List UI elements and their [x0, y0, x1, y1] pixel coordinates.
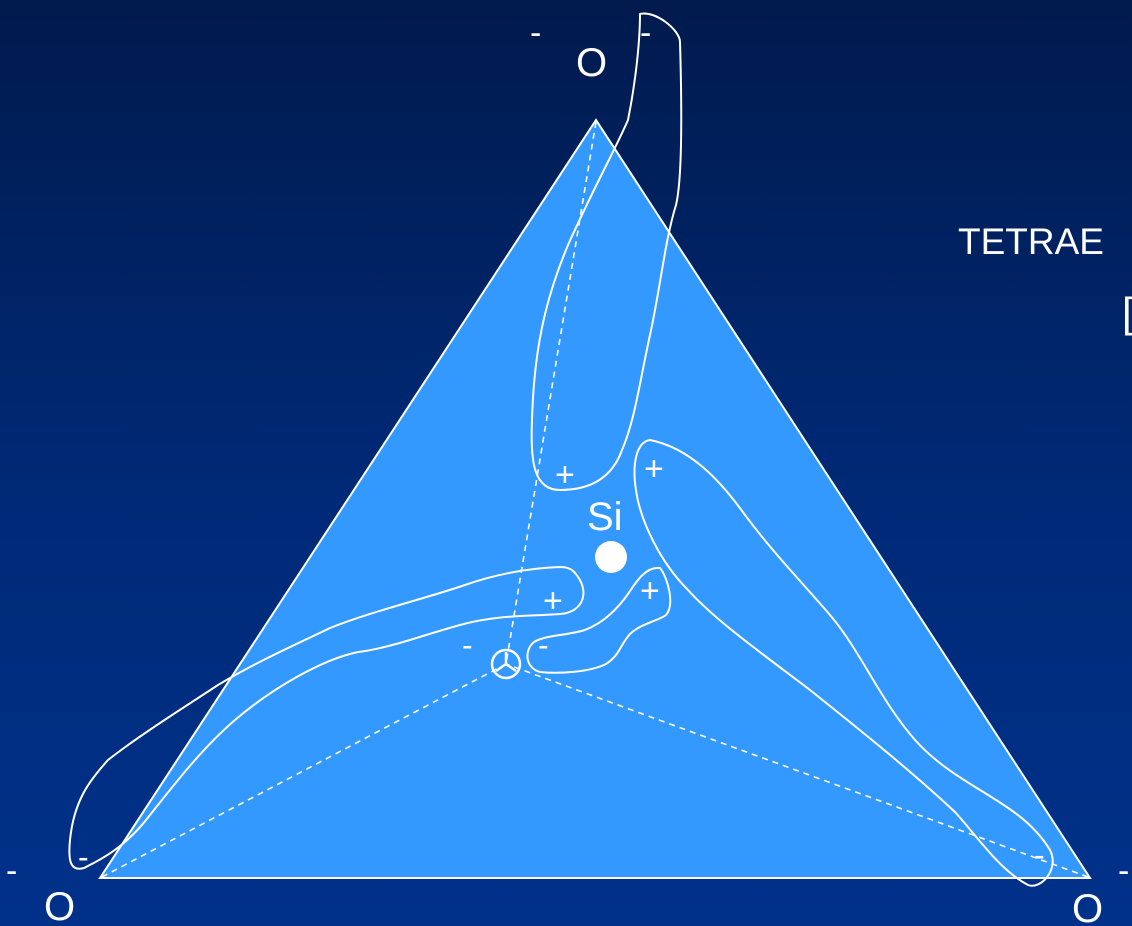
back-vertex-marker [490, 648, 522, 680]
side-title: TETRAE [958, 221, 1104, 262]
side-bracket: [ [1122, 288, 1132, 338]
charge-neg-top-left: - [530, 14, 541, 52]
charge-neg-center-right: - [538, 627, 549, 663]
charge-pos-top-lobe: + [555, 456, 575, 494]
charge-neg-bottom-right-outer: - [1118, 852, 1129, 890]
charge-neg-top-right: - [640, 14, 651, 52]
oxygen-label-bottom-left: O [44, 885, 75, 926]
charge-neg-center-left: - [462, 627, 473, 663]
oxygen-label-top: O [576, 41, 607, 85]
charge-neg-bottom-left-outer: - [6, 852, 17, 890]
orbital-lobe-right [633, 439, 1054, 887]
tetrahedron-face [98, 118, 1092, 879]
orbital-lobe-top [530, 12, 683, 491]
hidden-edge-right [505, 663, 1089, 878]
orbital-lobe-bottom-right [526, 566, 672, 674]
silicon-atom-label: Si [587, 495, 623, 539]
orbital-lobes [68, 12, 1054, 887]
charge-neg-bottom-right-inner: - [1034, 837, 1045, 873]
hidden-edges [101, 121, 1089, 878]
charge-pos-right-lobe: + [644, 450, 664, 488]
charge-pos-left-lobe: + [543, 582, 563, 620]
charge-pos-bottom-right-lobe: + [640, 572, 660, 610]
hidden-edge-top [505, 121, 597, 665]
orbital-lobe-left [68, 566, 585, 870]
oxygen-label-bottom-right: O [1072, 887, 1103, 926]
silicon-atom-dot [595, 541, 627, 573]
charge-neg-bottom-left-inner: - [78, 839, 89, 875]
